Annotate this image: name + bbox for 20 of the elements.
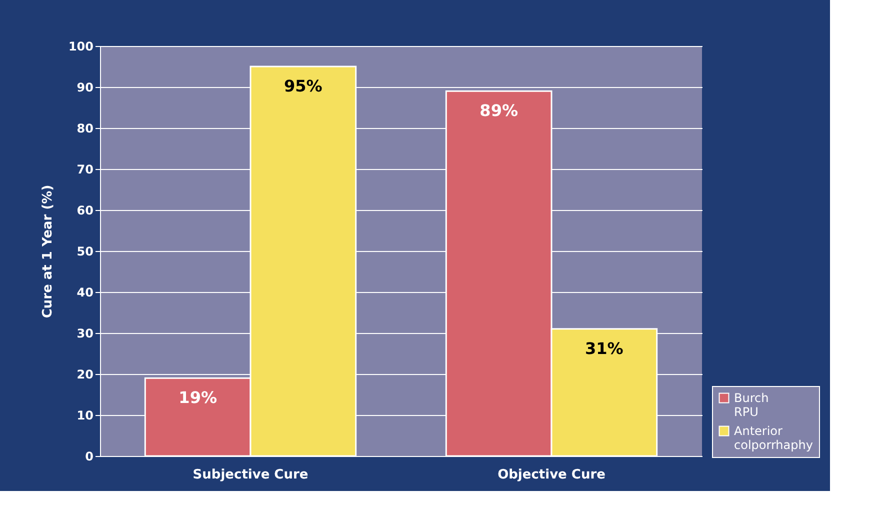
data-label: 89%: [480, 101, 518, 120]
data-label: 95%: [284, 76, 322, 96]
data-label: 19%: [178, 388, 217, 408]
y-tick-label: 80: [76, 122, 94, 136]
y-tick-label: 50: [76, 244, 94, 258]
y-tick-label: 70: [76, 162, 94, 176]
y-tick-label: 40: [76, 286, 94, 300]
y-tick-label: 100: [68, 40, 94, 54]
x-tick-label: Objective Cure: [498, 468, 606, 482]
y-tick-label: 30: [76, 326, 94, 340]
y-axis-title: Cure at 1 Year (%): [40, 184, 56, 318]
y-tick-label: 10: [76, 408, 94, 422]
y-tick-label: 0: [85, 450, 94, 464]
y-tick-label: 90: [76, 80, 94, 94]
data-label: 31%: [585, 338, 624, 358]
x-tick-label: Subjective Cure: [192, 468, 308, 482]
y-tick-label: 60: [76, 204, 94, 218]
y-tick-label: 20: [76, 368, 94, 382]
legend-label: Burch RPU: [734, 391, 769, 419]
legend-label: Anterior colporrhaphy: [734, 424, 813, 452]
